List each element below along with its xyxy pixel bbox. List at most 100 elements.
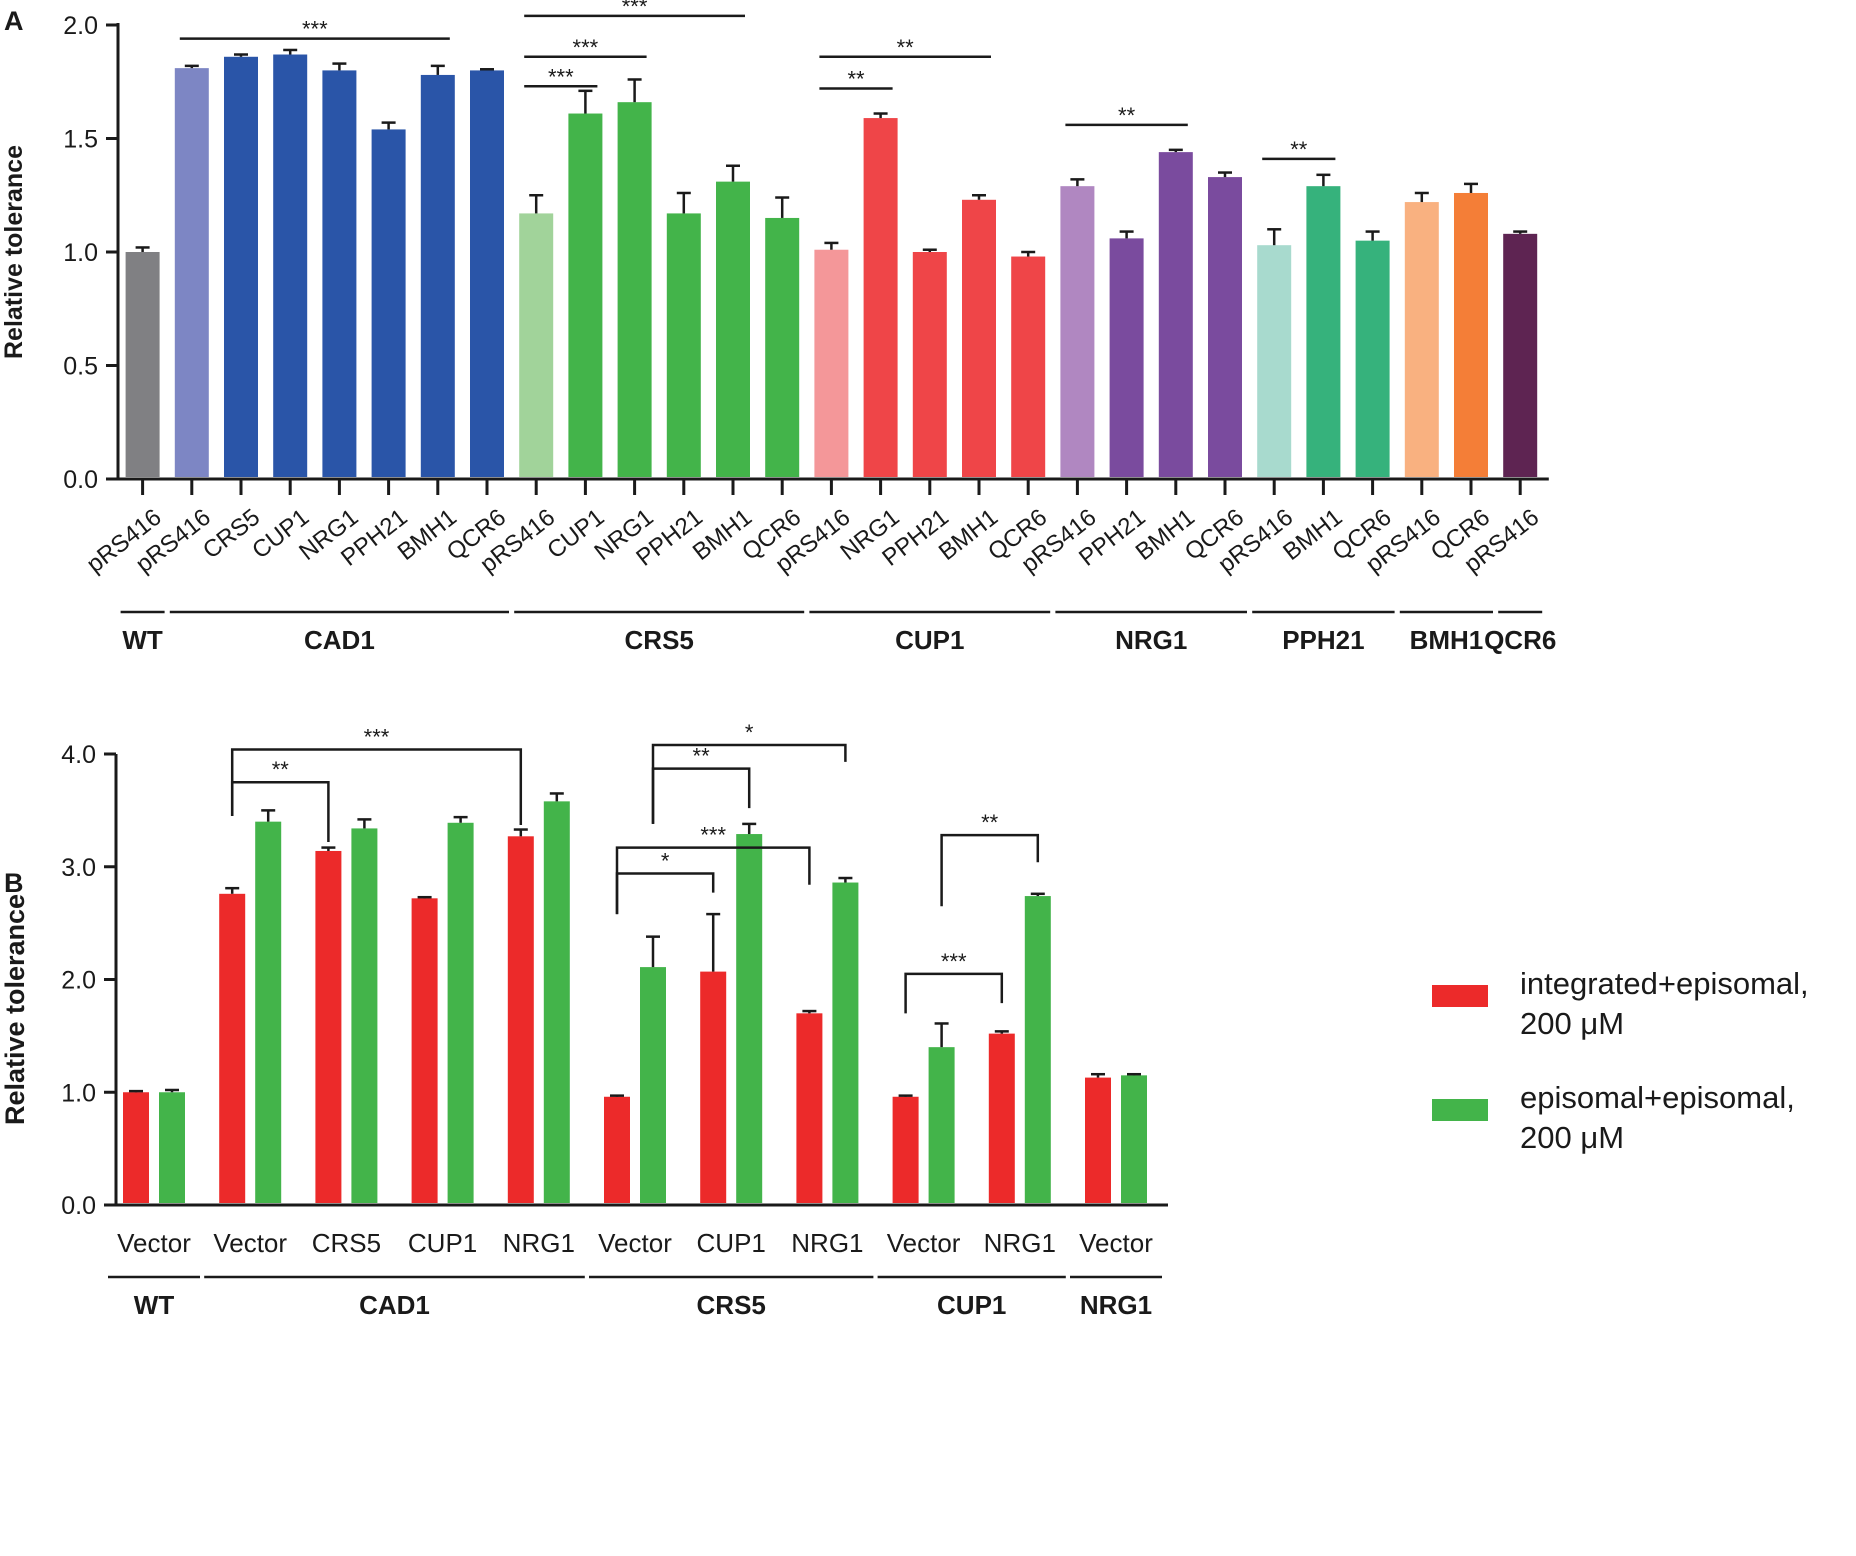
significance-label: ** — [897, 35, 915, 60]
x-tick-label: CRS5 — [312, 1228, 381, 1258]
bar — [604, 1096, 630, 1203]
y-tick-label: 0.5 — [63, 353, 98, 381]
y-tick-label: 2.0 — [63, 12, 98, 40]
significance-label: ** — [272, 757, 290, 782]
bar — [1257, 245, 1292, 477]
bar — [1306, 186, 1341, 478]
group-label: CRS5 — [625, 625, 694, 655]
significance-bracket — [940, 833, 1040, 907]
bar — [351, 828, 378, 1203]
bar — [543, 801, 570, 1203]
bar — [447, 822, 474, 1203]
y-tick-label: 1.5 — [63, 126, 98, 154]
bar — [123, 1092, 149, 1203]
bar — [420, 74, 455, 477]
bar — [863, 118, 898, 477]
y-tick-label: 3.0 — [61, 854, 96, 882]
significance-label: ** — [847, 67, 865, 92]
significance-label: ** — [1118, 103, 1136, 128]
x-tick-label: Vector — [1079, 1228, 1153, 1258]
bar — [315, 850, 342, 1203]
bar — [796, 1013, 823, 1203]
group-label: NRG1 — [1080, 1290, 1152, 1320]
x-tick-label: CUP1 — [408, 1228, 477, 1258]
x-tick-label: NRG1 — [984, 1228, 1056, 1258]
bar — [1404, 202, 1439, 477]
bar — [765, 217, 800, 477]
bar — [716, 181, 750, 477]
legend-label: 200 μM — [1520, 1120, 1624, 1155]
bar — [1503, 233, 1538, 477]
y-tick-label: 0.0 — [63, 466, 98, 494]
group-label: CAD1 — [359, 1290, 430, 1320]
y-tick-label: 1.0 — [63, 239, 98, 267]
group-label: CAD1 — [304, 625, 375, 655]
legend-label: integrated+episomal, — [1520, 966, 1809, 1001]
bar — [1355, 240, 1390, 477]
x-tick-label: Vector — [887, 1228, 961, 1258]
bar — [371, 129, 406, 478]
y-tick-label: 4.0 — [61, 741, 96, 769]
significance-bracket — [651, 767, 751, 824]
bar — [912, 252, 947, 477]
bar — [1109, 238, 1144, 477]
significance-label: *** — [622, 0, 648, 19]
bar — [507, 836, 534, 1203]
x-tick-label: Vector — [213, 1228, 287, 1258]
group-label: CUP1 — [937, 1290, 1006, 1320]
bar — [1024, 896, 1051, 1203]
y-axis-label: Relative tolerance — [0, 145, 28, 359]
group-label: BMH1 — [1410, 625, 1484, 655]
significance-label: *** — [573, 35, 599, 60]
y-tick-label: 2.0 — [61, 967, 96, 995]
significance-label: *** — [364, 724, 390, 749]
bar — [1454, 192, 1488, 478]
bar — [962, 199, 996, 478]
bar — [832, 882, 859, 1203]
bar — [892, 1096, 919, 1203]
group-label: WT — [122, 625, 163, 655]
y-tick-label: 0.0 — [61, 1192, 96, 1220]
group-label: PPH21 — [1282, 625, 1364, 655]
group-label: WT — [134, 1290, 175, 1320]
legend-swatch — [1432, 1099, 1488, 1121]
bar — [666, 213, 701, 477]
significance-bracket — [904, 972, 1004, 1014]
x-tick-label: NRG1 — [791, 1228, 863, 1258]
bar — [159, 1092, 185, 1203]
bar — [255, 821, 282, 1203]
bar — [174, 68, 209, 477]
panel-label-b: B — [4, 868, 24, 898]
bar — [1060, 186, 1095, 478]
bar — [814, 249, 849, 477]
significance-label: ** — [981, 810, 999, 835]
bar — [1158, 152, 1193, 477]
group-label: NRG1 — [1115, 625, 1187, 655]
bar — [470, 70, 504, 478]
bar — [1011, 256, 1046, 477]
significance-label: *** — [302, 17, 328, 42]
x-tick-label: Vector — [598, 1228, 672, 1258]
y-tick-label: 1.0 — [61, 1079, 96, 1107]
bar — [988, 1033, 1015, 1203]
bar — [640, 967, 666, 1203]
bar — [700, 971, 727, 1203]
bar — [928, 1047, 955, 1203]
significance-bracket — [651, 743, 847, 824]
x-tick-label: Vector — [117, 1228, 191, 1258]
significance-bracket — [615, 872, 715, 915]
legend-swatch — [1432, 985, 1488, 1007]
significance-label: * — [745, 720, 754, 745]
bar — [411, 898, 438, 1203]
significance-bracket — [230, 748, 523, 826]
bar — [322, 70, 357, 478]
bar — [224, 56, 258, 477]
group-label: QCR6 — [1484, 625, 1556, 655]
bar — [617, 102, 652, 478]
x-tick-label: CRS5 — [198, 504, 265, 565]
bar — [273, 54, 308, 477]
chart-a: Relative tolerance0.00.51.01.52.0pRS416p… — [0, 0, 1556, 655]
x-tick-label: CUP1 — [697, 1228, 766, 1258]
bar — [1121, 1075, 1147, 1203]
